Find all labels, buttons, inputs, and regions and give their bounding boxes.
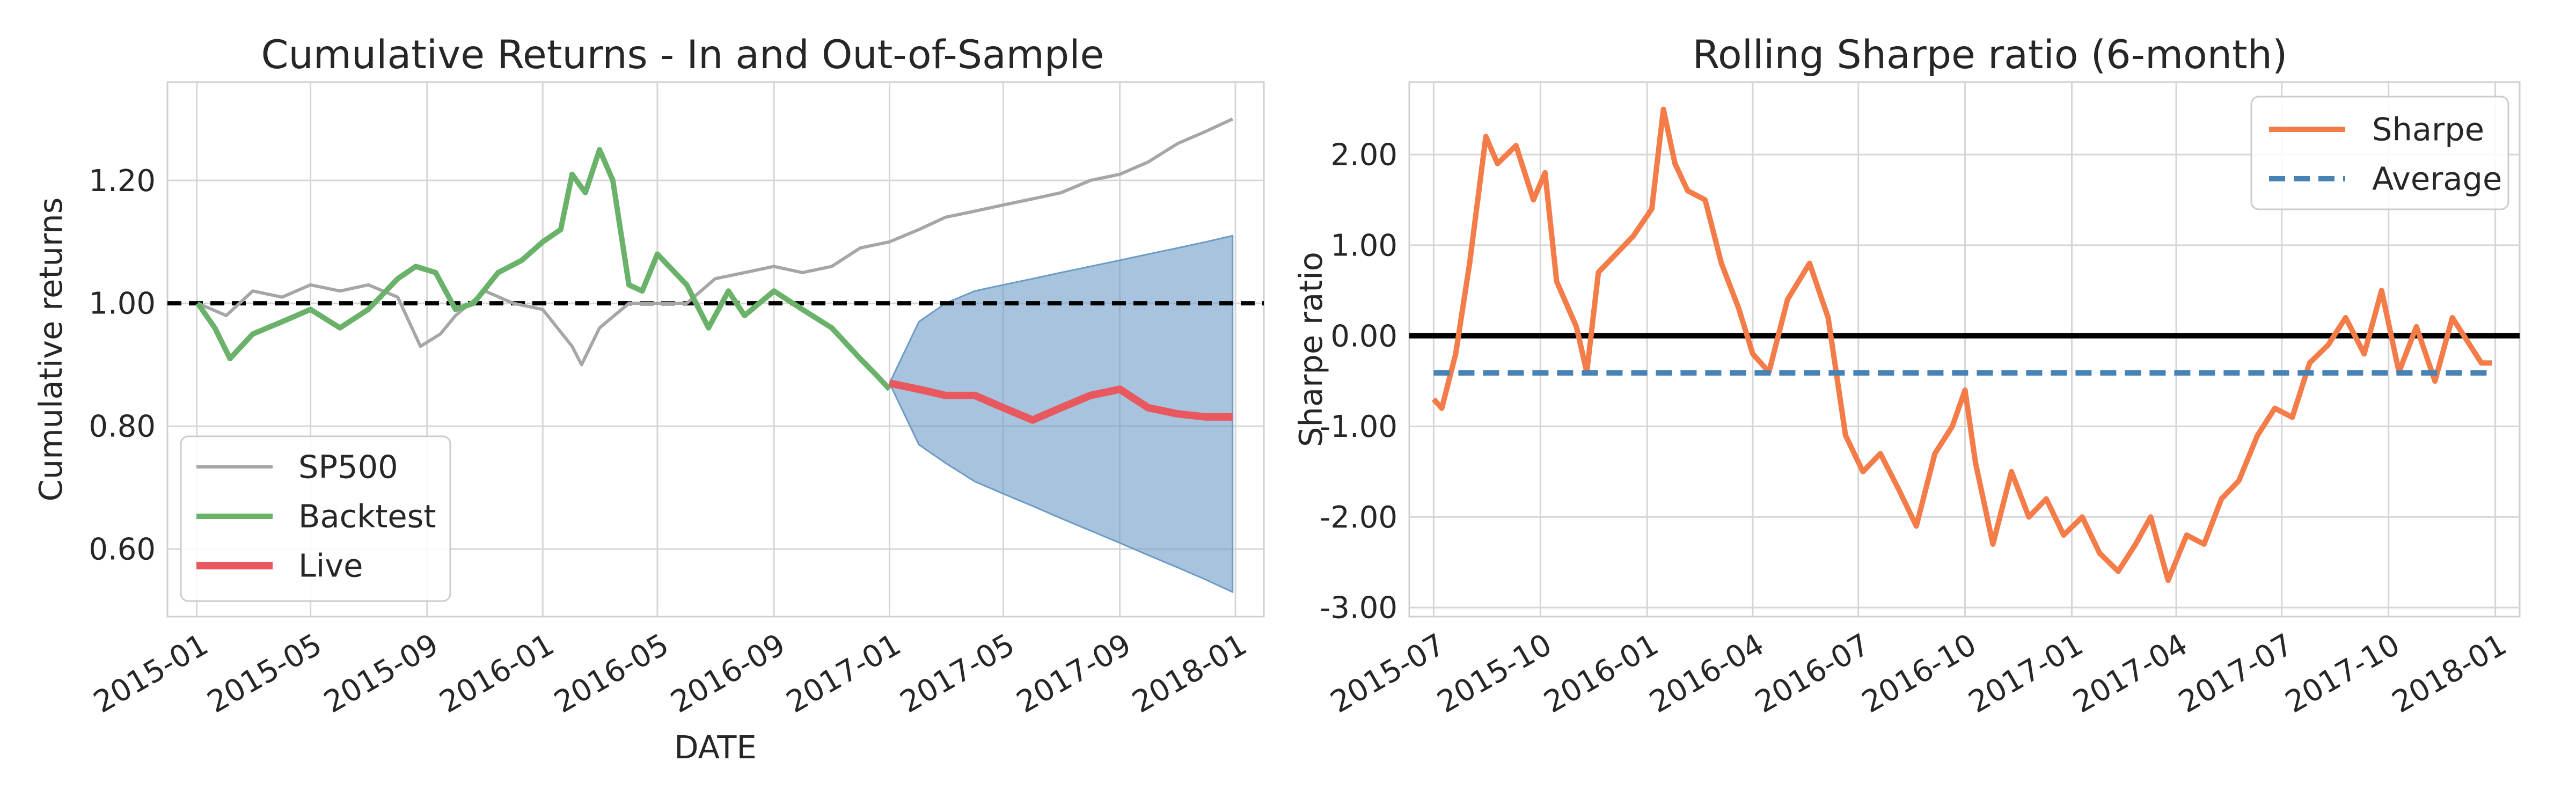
legend-label-average: Average [2372, 160, 2502, 197]
sharpe-chart-title: Rolling Sharpe ratio (6-month) [1693, 32, 2288, 78]
legend-label-sharpe: Sharpe [2372, 111, 2484, 148]
sharpe-y-tick-label: 0.00 [1330, 319, 1397, 354]
returns-y-ticks: 0.60 0.80 1.00 1.20 [89, 164, 156, 567]
legend-label-sp500: SP500 [298, 449, 398, 486]
returns-y-tick-label: 1.20 [89, 164, 156, 199]
sharpe-y-tick-label: -1.00 [1320, 409, 1397, 444]
returns-legend-frame [180, 435, 451, 602]
returns-y-tick-label: 1.00 [89, 287, 156, 321]
sharpe-y-tick-label: -2.00 [1320, 500, 1397, 535]
sharpe-y-tick-label: 1.00 [1330, 228, 1397, 263]
sharpe-legend-frame [2250, 96, 2509, 210]
returns-chart-title: Cumulative Returns - In and Out-of-Sampl… [261, 32, 1104, 78]
series-backtest-line [195, 147, 892, 391]
legend-label-live: Live [298, 547, 363, 584]
sharpe-y-ticks: -3.00 -2.00 -1.00 0.00 1.00 2.00 [1320, 138, 1397, 626]
sharpe-y-tick-label: -3.00 [1320, 591, 1397, 626]
sharpe-chart: Rolling Sharpe ratio (6-month) 2015-0720… [1292, 32, 2521, 720]
sharpe-series [1431, 106, 2492, 583]
sharpe-legend: Sharpe Average [2250, 96, 2509, 210]
returns-y-tick-label: 0.80 [89, 409, 156, 444]
returns-legend: SP500 Backtest Live [180, 435, 451, 602]
series-sharpe-line [1431, 106, 2492, 583]
returns-y-tick-label: 0.60 [89, 532, 156, 567]
legend-label-backtest: Backtest [298, 498, 436, 535]
returns-x-axis-label: DATE [674, 729, 757, 766]
sharpe-y-axis-label: Sharpe ratio [1292, 252, 1329, 447]
returns-series [195, 117, 1233, 424]
returns-y-axis-label: Cumulative returns [32, 197, 69, 502]
sharpe-y-tick-label: 2.00 [1330, 138, 1397, 173]
